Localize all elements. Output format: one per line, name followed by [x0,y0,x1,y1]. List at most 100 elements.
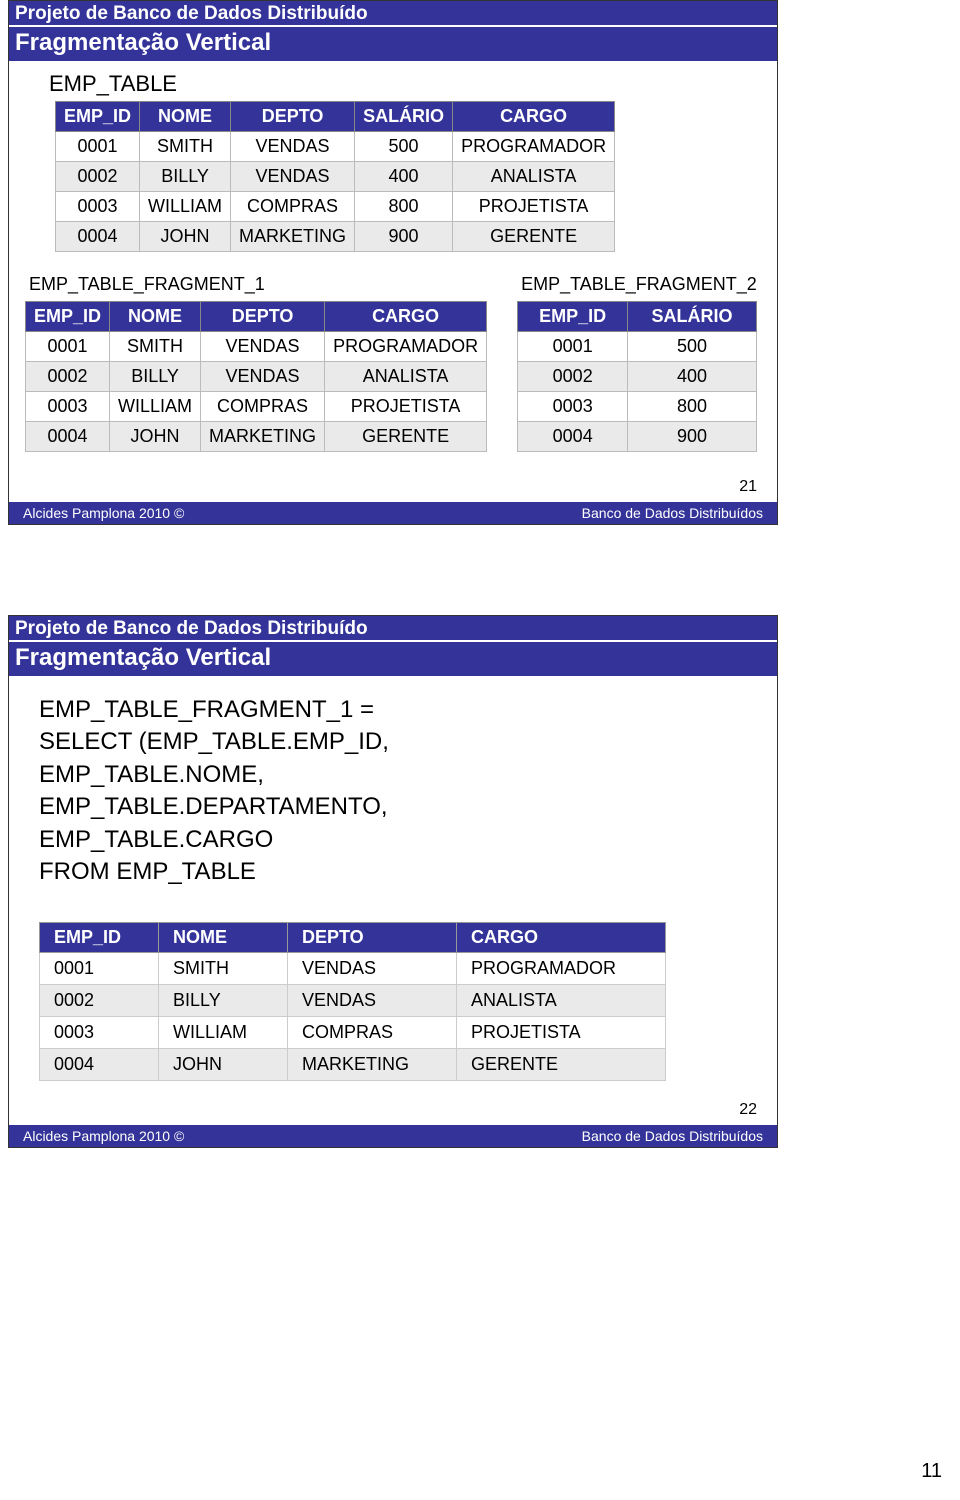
table-cell: VENDAS [288,985,457,1017]
column-header: CARGO [457,923,666,953]
table-cell: WILLIAM [159,1017,288,1049]
table-cell: WILLIAM [140,192,231,222]
footer-right: Banco de Dados Distribuídos [582,1128,763,1144]
sql-line: FROM EMP_TABLE [39,856,759,888]
fragment-1: EMP_TABLE_FRAGMENT_1 EMP_IDNOMEDEPTOCARG… [25,268,487,452]
table-cell: PROJETISTA [453,192,615,222]
table-cell: VENDAS [288,953,457,985]
table-cell: 0001 [40,953,159,985]
column-header: EMP_ID [26,302,110,332]
column-header: NOME [110,302,201,332]
table-row: 0004JOHNMARKETINGGERENTE [40,1049,666,1081]
table-cell: COMPRAS [288,1017,457,1049]
table-cell: 400 [355,162,453,192]
table-cell: WILLIAM [110,392,201,422]
column-header: CARGO [453,102,615,132]
table-cell: 0004 [56,222,140,252]
table-cell: SMITH [110,332,201,362]
table-row: 0001SMITHVENDASPROGRAMADOR [26,332,487,362]
table-cell: SMITH [159,953,288,985]
table-cell: ANALISTA [325,362,487,392]
table-cell: 500 [628,332,757,362]
slide-title-sub: Fragmentação Vertical [9,642,777,678]
table-cell: JOHN [159,1049,288,1081]
fragments-row: EMP_TABLE_FRAGMENT_1 EMP_IDNOMEDEPTOCARG… [25,268,767,452]
table-cell: 0003 [26,392,110,422]
gap [0,525,960,615]
sql-line: EMP_TABLE.DEPARTAMENTO, [39,791,759,823]
table-row: 0003WILLIAMCOMPRAS800PROJETISTA [56,192,615,222]
column-header: EMP_ID [56,102,140,132]
sql-block: EMP_TABLE_FRAGMENT_1 =SELECT (EMP_TABLE.… [39,694,759,888]
table-cell: 0003 [518,392,628,422]
table-row: 0003800 [518,392,757,422]
table-cell: PROGRAMADOR [325,332,487,362]
table-cell: VENDAS [201,332,325,362]
table-cell: ANALISTA [453,162,615,192]
table-row: 0004JOHNMARKETING900GERENTE [56,222,615,252]
table-cell: MARKETING [288,1049,457,1081]
table-cell: 900 [628,422,757,452]
slide-title-bar: Projeto de Banco de Dados Distribuído Fr… [9,1,777,63]
column-header: EMP_ID [518,302,628,332]
fragment-2: EMP_TABLE_FRAGMENT_2 EMP_IDSALÁRIO000150… [517,268,757,452]
slide-footer: Alcides Pamplona 2010 © Banco de Dados D… [9,500,777,524]
table-row: 0004900 [518,422,757,452]
table-row: 0003WILLIAMCOMPRASPROJETISTA [26,392,487,422]
slide-2: Projeto de Banco de Dados Distribuído Fr… [8,615,778,1148]
emp-table: EMP_IDNOMEDEPTOSALÁRIOCARGO0001SMITHVEND… [55,101,615,252]
table-row: 0001SMITHVENDASPROGRAMADOR [40,953,666,985]
table-cell: BILLY [159,985,288,1017]
table-cell: ANALISTA [457,985,666,1017]
slide-title-bar: Projeto de Banco de Dados Distribuído Fr… [9,616,777,678]
fragment-1-table: EMP_IDNOMEDEPTOCARGO0001SMITHVENDASPROGR… [25,301,487,452]
column-header: SALÁRIO [628,302,757,332]
sql-line: EMP_TABLE.NOME, [39,759,759,791]
table-cell: 0003 [40,1017,159,1049]
main-table-label: EMP_TABLE [49,71,767,97]
table-cell: 0003 [56,192,140,222]
sql-line: EMP_TABLE_FRAGMENT_1 = [39,694,759,726]
column-header: DEPTO [288,923,457,953]
column-header: DEPTO [231,102,355,132]
table-cell: PROGRAMADOR [453,132,615,162]
slide-title-top: Projeto de Banco de Dados Distribuído [9,1,777,27]
table-cell: 0002 [518,362,628,392]
table-cell: 900 [355,222,453,252]
table-cell: GERENTE [457,1049,666,1081]
table-cell: 0002 [40,985,159,1017]
fragment-1-label: EMP_TABLE_FRAGMENT_1 [29,274,487,295]
sql-line: SELECT (EMP_TABLE.EMP_ID, [39,726,759,758]
fragment-2-label: EMP_TABLE_FRAGMENT_2 [521,274,757,295]
table-cell: 0001 [26,332,110,362]
table-row: 0003WILLIAMCOMPRASPROJETISTA [40,1017,666,1049]
table-row: 0002BILLYVENDASANALISTA [40,985,666,1017]
table-cell: SMITH [140,132,231,162]
column-header: DEPTO [201,302,325,332]
table-cell: PROGRAMADOR [457,953,666,985]
table-cell: 0004 [518,422,628,452]
main-table-wrap: EMP_IDNOMEDEPTOSALÁRIOCARGO0001SMITHVEND… [55,101,767,252]
table-cell: BILLY [140,162,231,192]
table-row: 0002BILLYVENDASANALISTA [26,362,487,392]
table-cell: 0004 [40,1049,159,1081]
slide-title-sub: Fragmentação Vertical [9,27,777,63]
table-cell: 0002 [56,162,140,192]
sql-line: EMP_TABLE.CARGO [39,824,759,856]
table-cell: JOHN [110,422,201,452]
fragment-1-result-table: EMP_IDNOMEDEPTOCARGO0001SMITHVENDASPROGR… [39,922,666,1081]
table-cell: JOHN [140,222,231,252]
table-cell: MARKETING [231,222,355,252]
slide-number: 22 [9,1095,777,1123]
footer-right: Banco de Dados Distribuídos [582,505,763,521]
column-header: SALÁRIO [355,102,453,132]
table-cell: 800 [628,392,757,422]
table-cell: GERENTE [325,422,487,452]
table-cell: 400 [628,362,757,392]
footer-left: Alcides Pamplona 2010 © [23,1128,184,1144]
fragment-2-table: EMP_IDSALÁRIO000150000024000003800000490… [517,301,757,452]
table-row: 0002400 [518,362,757,392]
table-row: 0001SMITHVENDAS500PROGRAMADOR [56,132,615,162]
table-row: 0001500 [518,332,757,362]
page: Projeto de Banco de Dados Distribuído Fr… [0,0,960,1148]
